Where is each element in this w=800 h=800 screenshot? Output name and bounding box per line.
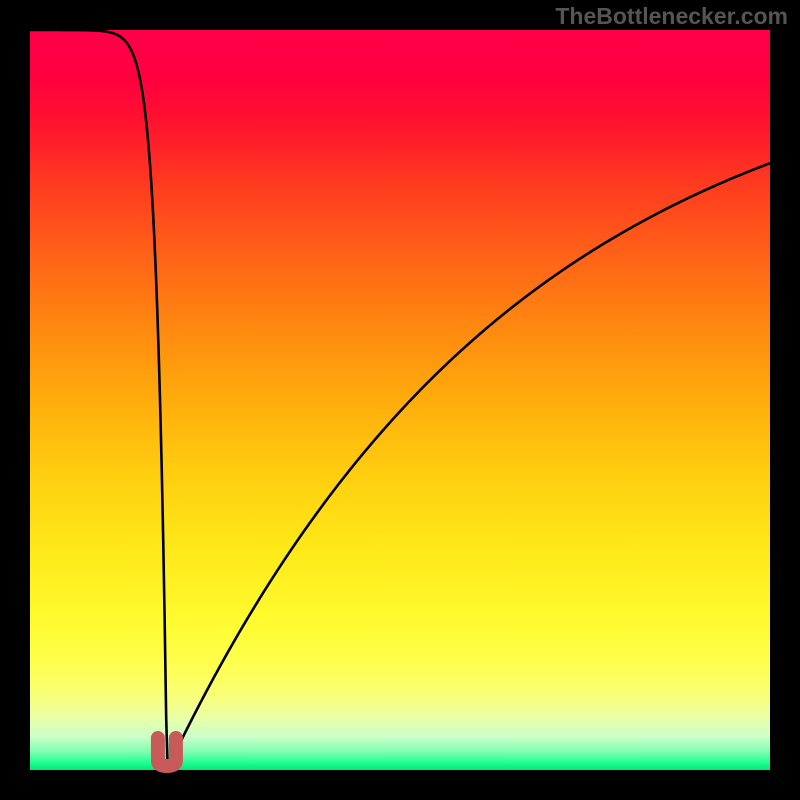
bottleneck-chart [0, 0, 800, 800]
chart-frame: TheBottlenecker.com [0, 0, 800, 800]
watermark-text: TheBottlenecker.com [555, 3, 788, 30]
gradient-background [30, 30, 770, 770]
